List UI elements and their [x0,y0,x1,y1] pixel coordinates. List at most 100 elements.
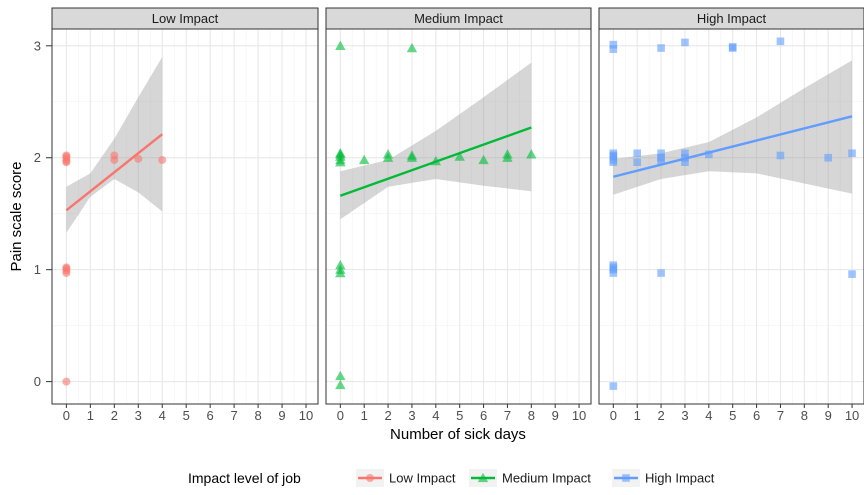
y-tick-label: 3 [34,38,41,53]
x-tick-label: 0 [610,408,617,423]
x-tick-label: 5 [183,408,190,423]
legend-item-label: Medium Impact [502,471,591,486]
data-point [824,153,832,162]
x-tick-label: 9 [825,408,832,423]
x-tick-label: 0 [63,408,70,423]
x-tick-label: 0 [337,408,344,423]
x-tick-label: 6 [480,408,487,423]
data-point [633,158,641,167]
data-point [609,45,618,53]
regression-line [65,133,163,212]
data-point [657,269,665,277]
x-tick-label: 3 [681,408,688,423]
legend-title: Impact level of job [188,470,301,486]
data-point [358,154,370,165]
data-point [335,267,346,278]
data-point [657,149,665,158]
data-point [609,158,618,167]
data-point [335,370,346,381]
data-point [609,269,618,277]
facet-panel-3: High Impact 0 1 2 3 4 5 6 7 8 9 10 [598,7,864,423]
legend-item-label: High Impact [645,471,715,486]
facet-strip-label: Medium Impact [414,11,503,26]
x-tick-label: 1 [361,408,368,423]
data-point [848,149,856,158]
x-tick-label: 2 [657,408,664,423]
x-tick-label: 6 [207,408,214,423]
x-axis-title: Number of sick days [390,426,526,443]
confidence-band [340,62,532,220]
x-tick-label: 2 [111,408,118,423]
x-tick-label: 10 [572,408,586,423]
data-point [62,158,71,167]
regression-line [613,115,853,178]
data-point [728,44,737,52]
facet-strip-label: High Impact [697,11,767,26]
panel-border [325,28,592,405]
x-tick-label: 4 [432,408,439,423]
data-point [110,155,119,164]
x-tick-label: 7 [777,408,784,423]
x-tick-label: 9 [278,408,285,423]
y-tick-label: 2 [34,150,41,165]
y-axis-title: Pain scale score [8,161,25,271]
panel-background [599,29,864,404]
x-tick-label: 3 [408,408,415,423]
x-tick-label: 8 [254,408,261,423]
x-tick-label: 10 [299,408,313,423]
data-point [502,152,513,162]
data-point [335,149,346,159]
panel-background [52,29,318,404]
data-point [477,472,489,483]
data-point [62,377,71,386]
data-point [134,154,143,163]
x-tick-label: 8 [528,408,535,423]
x-tick-label: 6 [753,408,760,423]
panel-border [51,28,319,405]
data-point [633,149,641,158]
data-point [335,379,346,390]
data-point [848,270,856,278]
y-tick-label: 1 [34,262,41,277]
data-point [609,151,618,160]
data-point [158,155,167,164]
data-point [657,44,665,52]
data-point [681,38,689,47]
data-point [366,474,374,482]
data-point [406,152,418,162]
facet-panel-1: Low Impact 0 1 2 3 4 5 6 7 8 9 10 [51,7,319,423]
regression-line [339,126,532,197]
x-tick-label: 4 [159,408,166,423]
x-tick-label: 5 [456,408,463,423]
data-point [776,151,785,160]
x-tick-label: 3 [135,408,142,423]
data-point [382,152,394,162]
data-point [776,37,785,46]
y-tick-label: 0 [34,374,41,389]
data-point [681,149,689,158]
data-point [335,40,346,50]
x-tick-label: 10 [845,408,859,423]
legend: Impact level of job Low Impact Medium Impa… [188,469,715,487]
data-point [454,151,465,161]
data-point [609,382,618,390]
facet-panel-2: Medium Impact 0 1 2 3 4 5 6 7 8 9 10 [325,7,592,423]
confidence-band [66,57,163,233]
data-point [657,157,665,165]
x-tick-label: 5 [729,408,736,423]
x-tick-label: 1 [87,408,94,423]
data-point [62,264,71,273]
x-tick-label: 7 [231,408,238,423]
panel-border [598,28,864,405]
x-tick-label: 4 [705,408,712,423]
data-point [478,154,489,165]
data-point [705,150,713,159]
x-tick-label: 1 [634,408,641,423]
data-point [681,158,689,167]
x-tick-label: 8 [801,408,808,423]
x-tick-label: 9 [552,408,559,423]
x-tick-label: 7 [504,408,511,423]
data-point [62,152,71,161]
